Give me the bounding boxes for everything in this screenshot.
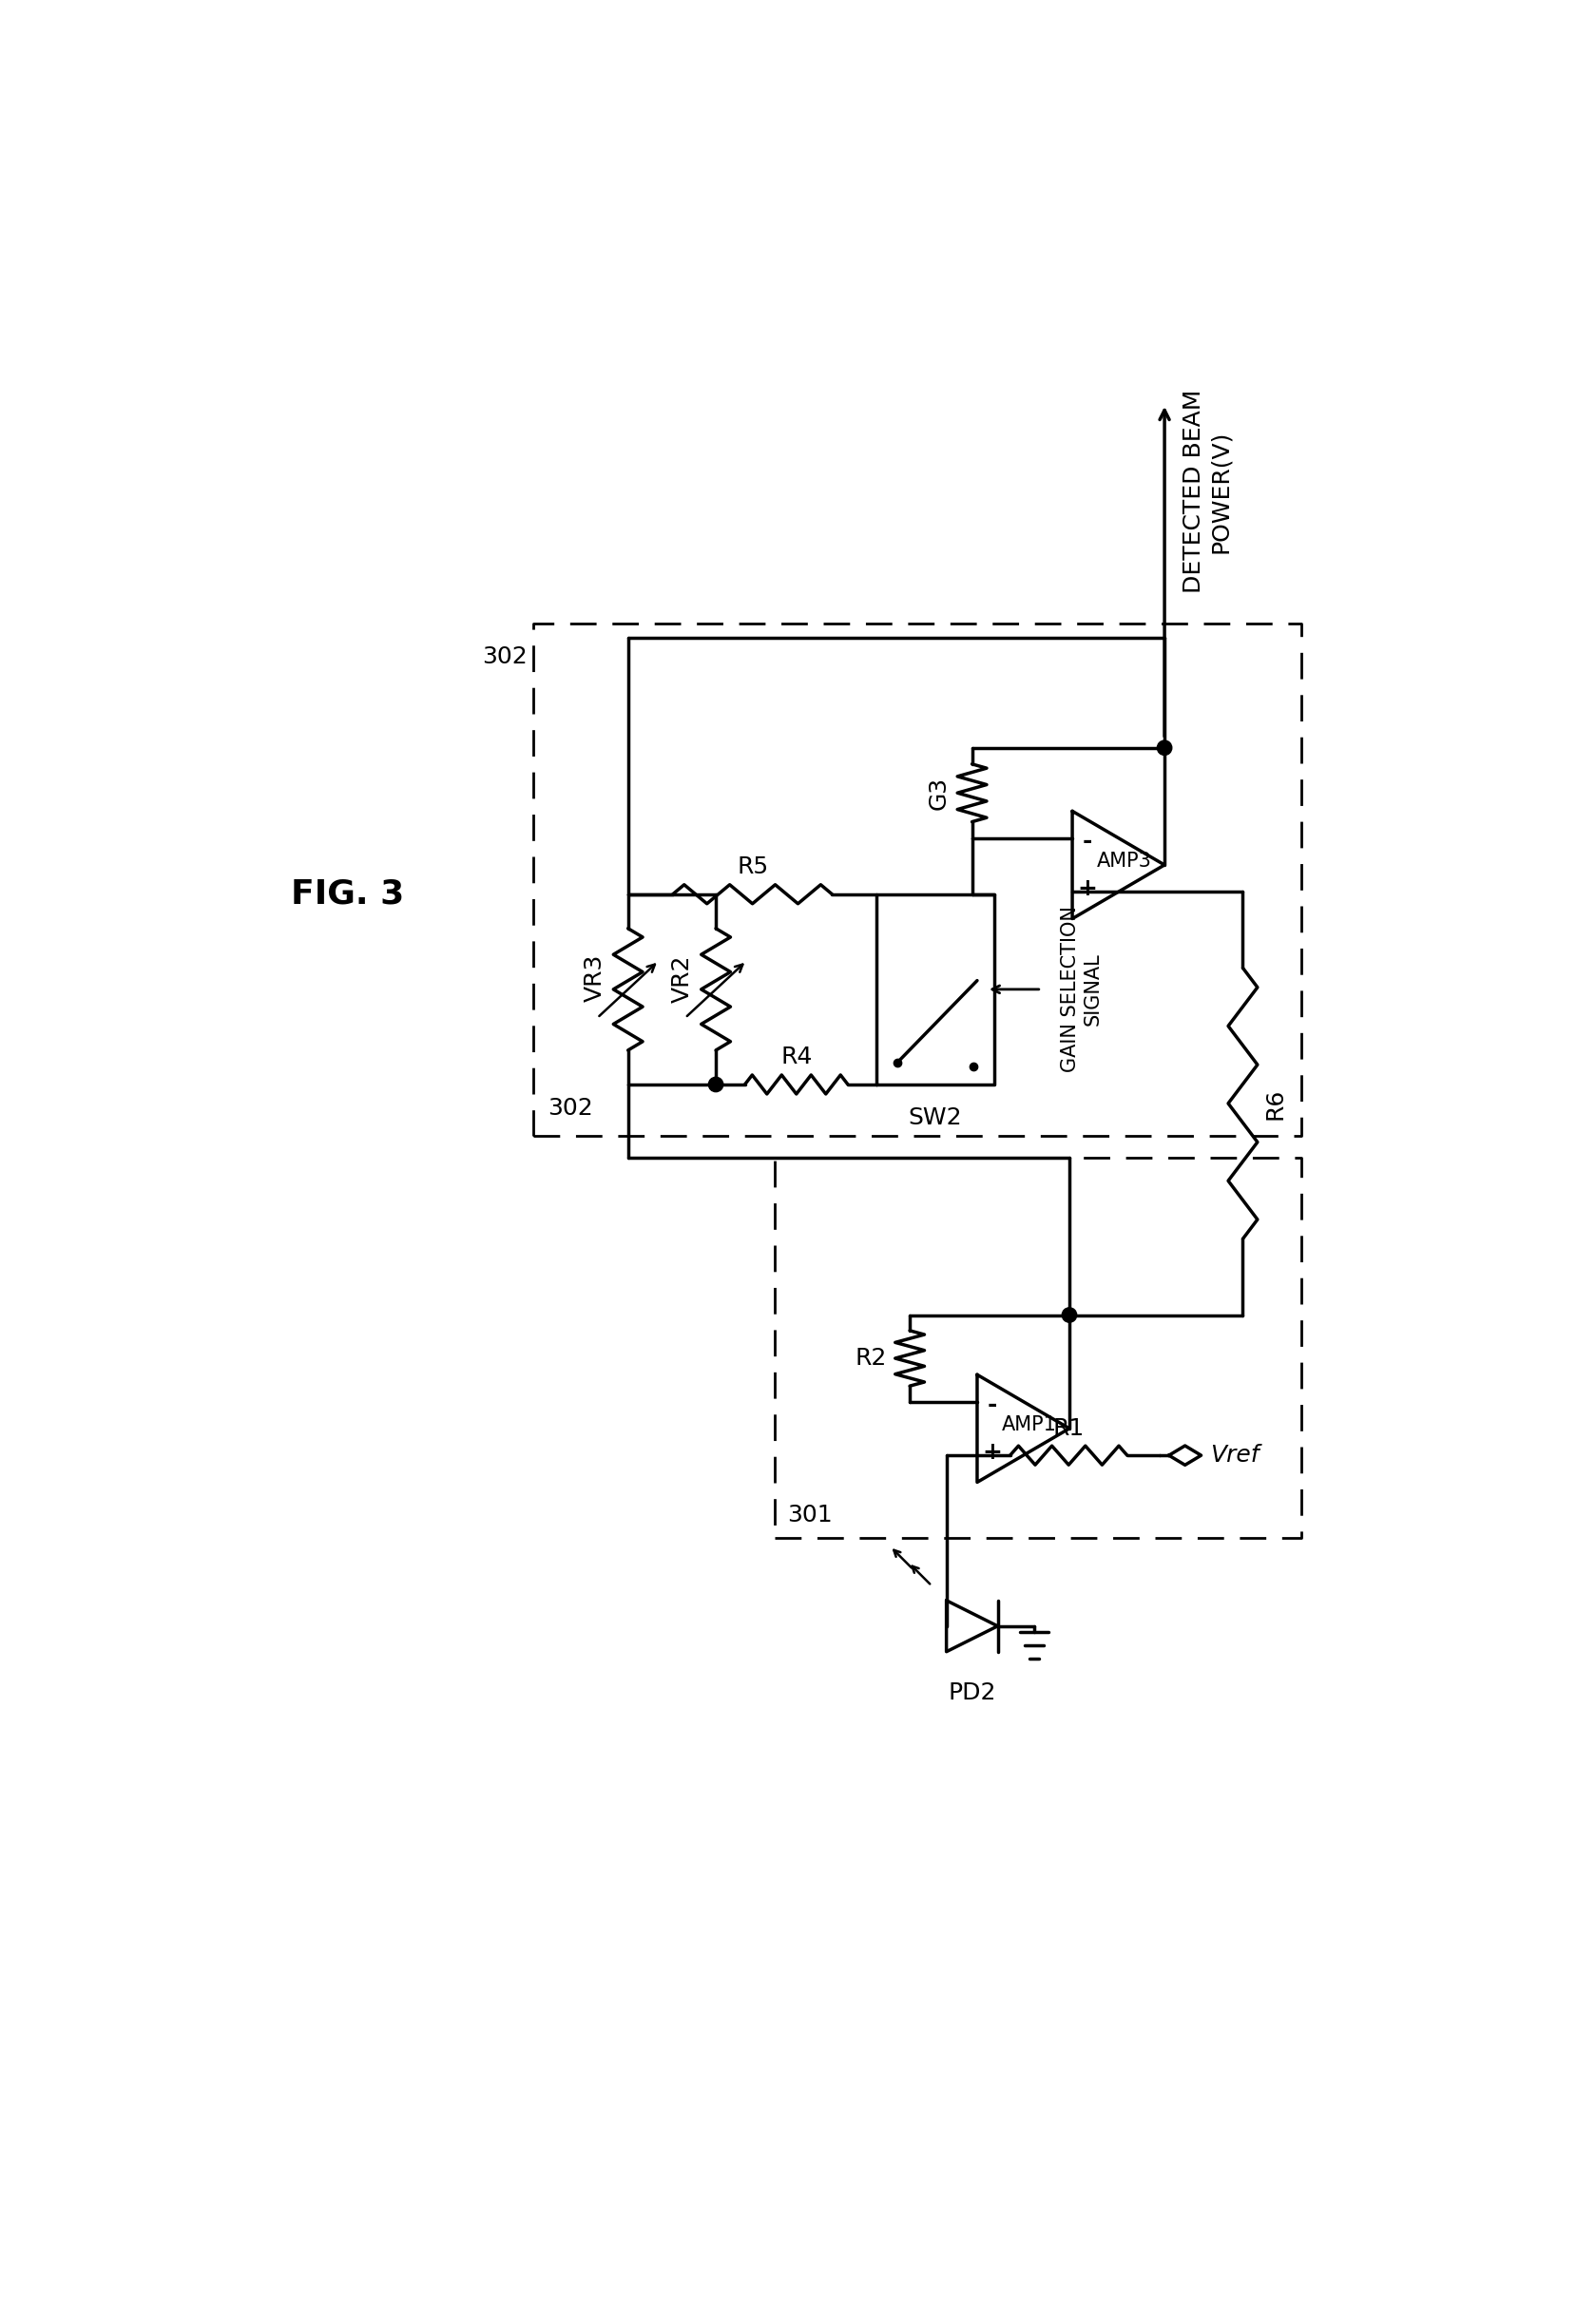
- Text: GAIN SELECTION
SIGNAL: GAIN SELECTION SIGNAL: [1061, 905, 1103, 1071]
- Text: -: -: [986, 1394, 998, 1417]
- Text: SW2: SW2: [908, 1106, 962, 1129]
- Circle shape: [1157, 740, 1171, 756]
- Text: R5: R5: [737, 855, 768, 878]
- Text: R6: R6: [1264, 1087, 1286, 1120]
- Text: AMP3: AMP3: [1096, 852, 1152, 871]
- Text: R4: R4: [780, 1046, 812, 1069]
- Text: R1: R1: [1053, 1417, 1084, 1440]
- Text: R2: R2: [855, 1348, 886, 1369]
- Text: AMP1: AMP1: [1002, 1415, 1057, 1435]
- Text: 302: 302: [547, 1097, 592, 1120]
- Circle shape: [709, 1078, 723, 1092]
- Text: +: +: [982, 1440, 1002, 1463]
- Text: 302: 302: [482, 645, 527, 668]
- Text: G3: G3: [927, 776, 950, 809]
- Text: +: +: [1077, 878, 1096, 901]
- Text: -: -: [1082, 829, 1092, 852]
- Text: PD2: PD2: [948, 1682, 996, 1703]
- Text: FIG. 3: FIG. 3: [292, 878, 405, 910]
- Text: 301: 301: [787, 1505, 833, 1528]
- Text: Vref: Vref: [1210, 1445, 1259, 1468]
- Text: VR3: VR3: [583, 954, 606, 1002]
- Text: VR2: VR2: [670, 954, 694, 1002]
- Text: DETECTED BEAM
POWER(V): DETECTED BEAM POWER(V): [1183, 389, 1232, 594]
- Circle shape: [1061, 1309, 1077, 1322]
